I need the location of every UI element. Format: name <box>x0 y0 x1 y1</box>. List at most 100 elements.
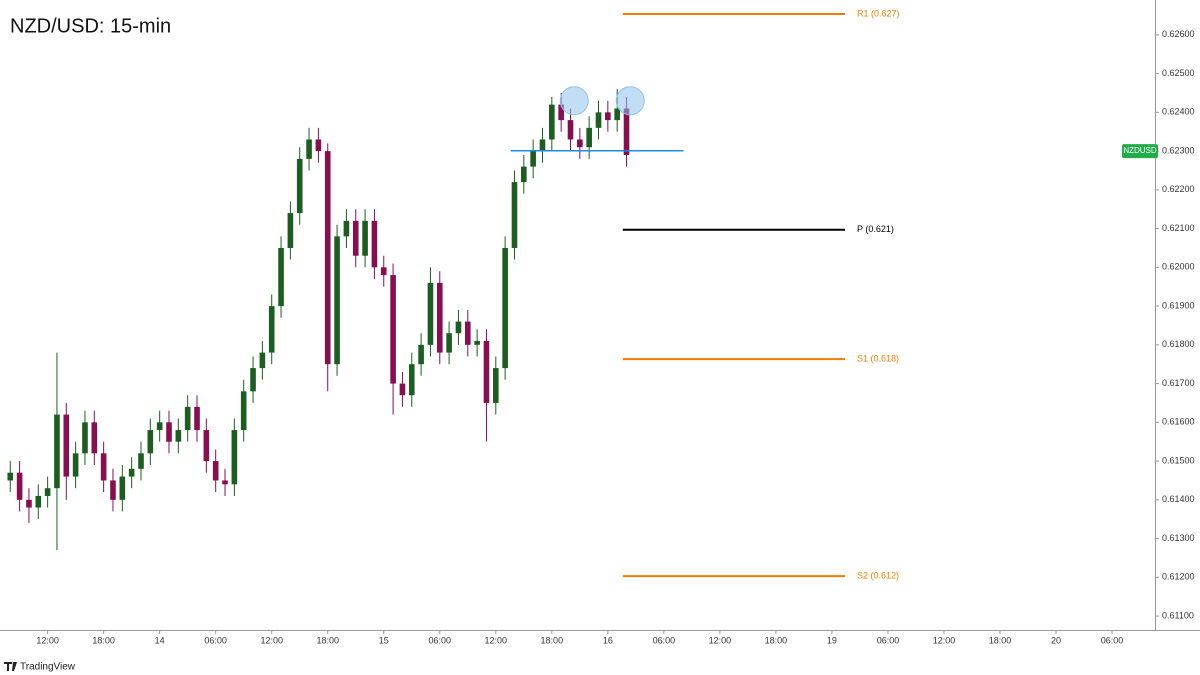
candle-body <box>156 422 163 431</box>
candle-body <box>427 282 434 345</box>
candle-body <box>166 422 172 442</box>
candle-body <box>530 151 536 167</box>
x-tick-label: 12:00 <box>36 635 59 645</box>
candle-body <box>184 406 191 431</box>
candle-body <box>7 472 14 481</box>
candle-body <box>91 422 98 454</box>
candle-body <box>35 495 42 508</box>
candle-body <box>455 321 462 334</box>
x-tick-label: 16 <box>603 635 613 645</box>
candle-body <box>128 468 135 477</box>
top-highlight <box>615 86 645 116</box>
y-tick-label: 0.61500 <box>1162 455 1195 465</box>
candle-body <box>502 247 508 369</box>
candle-body <box>474 340 480 345</box>
candle-body <box>306 139 312 159</box>
candle-body <box>278 247 284 307</box>
x-tick-label: 12:00 <box>933 635 956 645</box>
candle-body <box>352 220 359 256</box>
x-tick-label: 18:00 <box>989 635 1012 645</box>
candle-body <box>362 220 368 256</box>
y-tick-label: 0.62300 <box>1162 145 1195 155</box>
candle-body <box>549 104 555 140</box>
candle-body <box>605 112 611 121</box>
price-tag <box>1122 144 1158 159</box>
pivot-label: S2 (0.612) <box>857 571 899 581</box>
x-tick-label: 06:00 <box>429 635 452 645</box>
candle-body <box>399 383 406 396</box>
candle-body <box>380 267 387 276</box>
candle-body <box>119 476 126 500</box>
y-tick-label: 0.62200 <box>1162 184 1195 194</box>
candle-body <box>521 166 527 183</box>
y-tick-label: 0.61200 <box>1162 572 1195 582</box>
candle-body <box>26 499 32 508</box>
x-tick-label: 06:00 <box>653 635 676 645</box>
x-tick-label: 14 <box>155 635 165 645</box>
candle-body <box>175 430 182 442</box>
candle-body <box>100 453 107 481</box>
y-tick-label: 0.61600 <box>1162 417 1195 427</box>
pivot-label: P (0.621) <box>857 224 894 234</box>
pivot-label: S1 (0.618) <box>857 354 899 364</box>
candle-body <box>623 108 630 155</box>
y-tick-label: 0.62100 <box>1162 223 1195 233</box>
candle-body <box>16 472 23 500</box>
candle-body <box>390 275 396 384</box>
candle-body <box>371 220 378 268</box>
x-tick-label: 12:00 <box>485 635 508 645</box>
x-tick-label: 20 <box>1051 635 1061 645</box>
candle-body <box>343 220 350 237</box>
candle-body <box>72 453 79 477</box>
candle-body <box>231 430 238 485</box>
y-tick-label: 0.61900 <box>1162 300 1195 310</box>
chart-title: NZD/USD: 15-min <box>10 15 171 37</box>
candle-body <box>44 488 51 496</box>
x-tick-label: 06:00 <box>1101 635 1124 645</box>
candle-body <box>539 139 546 152</box>
y-tick-label: 0.61400 <box>1162 494 1195 504</box>
y-tick-label: 0.61300 <box>1162 533 1195 543</box>
y-tick-label: 0.61800 <box>1162 339 1195 349</box>
candle-body <box>250 368 256 392</box>
candle-body <box>54 414 60 489</box>
candle-body <box>138 453 144 469</box>
candle-body <box>222 480 228 485</box>
candle-body <box>147 430 154 454</box>
candle-body <box>567 120 574 140</box>
x-tick-label: 12:00 <box>709 635 732 645</box>
candle-body <box>446 333 452 353</box>
top-highlight <box>559 86 589 116</box>
x-tick-label: 18:00 <box>765 635 788 645</box>
candle-body <box>110 480 116 500</box>
y-tick-label: 0.62600 <box>1162 29 1195 39</box>
y-tick-label: 0.61700 <box>1162 378 1195 388</box>
brand: TradingView <box>20 662 76 673</box>
x-tick-label: 19 <box>827 635 837 645</box>
x-tick-label: 06:00 <box>877 635 900 645</box>
y-tick-label: 0.61100 <box>1162 610 1194 620</box>
candle-body <box>240 391 247 431</box>
y-tick-label: 0.62000 <box>1162 262 1195 272</box>
candle-body <box>418 344 424 365</box>
candle-body <box>296 158 303 214</box>
y-tick-label: 0.62400 <box>1162 107 1195 117</box>
candle-body <box>614 108 620 121</box>
candle-body <box>315 139 322 152</box>
y-tick-label: 0.62500 <box>1162 68 1195 78</box>
x-tick-label: 18:00 <box>316 635 339 645</box>
candle-body <box>324 151 331 365</box>
candle-body <box>194 406 200 431</box>
candle-body <box>558 104 564 121</box>
price-tag-label: NZDUSD <box>1123 146 1157 155</box>
candle-body <box>287 213 294 248</box>
brand-logo <box>4 662 17 671</box>
candle-body <box>483 340 490 403</box>
x-tick-label: 15 <box>379 635 389 645</box>
candle-body <box>586 127 592 148</box>
candle-body <box>82 422 88 454</box>
x-tick-label: 18:00 <box>541 635 564 645</box>
x-tick-label: 12:00 <box>260 635 283 645</box>
